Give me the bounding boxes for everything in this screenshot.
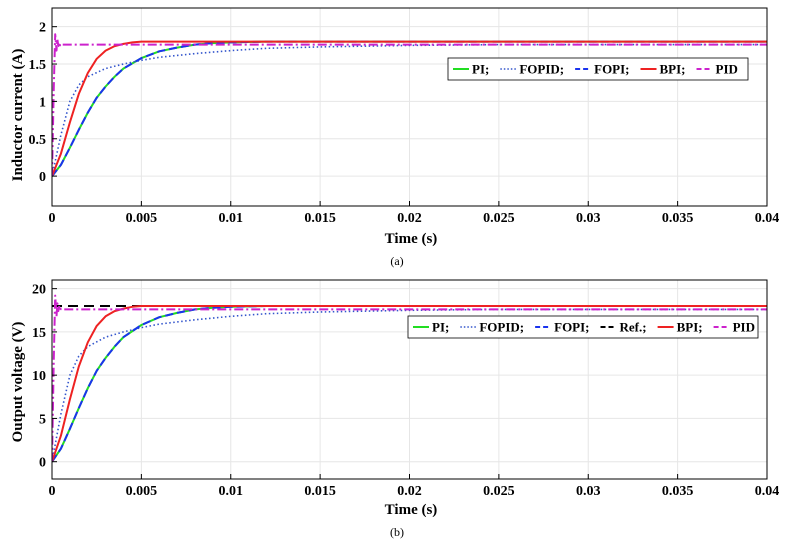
x-tick-label: 0.02 — [397, 484, 422, 499]
legend-label: Ref.; — [620, 320, 647, 335]
y-tick-label: 0 — [39, 456, 46, 471]
x-tick-label: 0.03 — [576, 211, 601, 226]
x-tick-label: 0.04 — [755, 211, 780, 226]
x-axis-label: Time (s) — [385, 502, 438, 518]
x-tick-label: 0.01 — [219, 211, 244, 226]
legend-label: FOPID; — [479, 320, 524, 335]
x-tick-label: 0.025 — [483, 211, 515, 226]
panel-caption: (b) — [390, 525, 404, 539]
x-tick-label: 0.035 — [662, 484, 694, 499]
x-tick-label: 0 — [49, 484, 56, 499]
legend-label: PI; — [432, 320, 449, 335]
legend-label: PID — [733, 320, 755, 335]
legend-label: BPI; — [677, 320, 703, 335]
legend-label: BPI; — [660, 62, 686, 77]
y-axis-label: Inductor current (A) — [10, 49, 26, 182]
series-line-fopid — [52, 43, 767, 177]
y-tick-label: 0 — [39, 170, 46, 185]
legend-label: FOPID; — [519, 62, 564, 77]
legend-label: FOPI; — [554, 320, 589, 335]
y-tick-label: 0.5 — [29, 133, 47, 148]
legend-label: PID — [716, 62, 738, 77]
y-tick-label: 10 — [32, 369, 46, 384]
y-axis-label: Output voltage (V) — [10, 322, 26, 443]
series-group — [52, 33, 767, 177]
y-tick-label: 5 — [39, 412, 46, 427]
y-tick-label: 1.5 — [29, 58, 47, 73]
x-tick-label: 0.01 — [219, 484, 244, 499]
legend-label: PI; — [472, 62, 489, 77]
legend-label: FOPI; — [594, 62, 629, 77]
series-line-pid — [52, 33, 767, 177]
x-tick-label: 0.025 — [483, 484, 515, 499]
panel-b: Output voltage (V) Time (s) (b) 0 0.005 0.… — [10, 279, 780, 539]
x-tick-label: 0.04 — [755, 484, 780, 499]
x-tick-label: 0.035 — [662, 211, 694, 226]
x-tick-label: 0.005 — [126, 211, 158, 226]
y-tick-label: 2 — [39, 21, 46, 36]
panel-a: Inductor current (A) Time (s) (a) 0 0.005… — [10, 7, 780, 268]
x-tick-label: 0.015 — [304, 211, 336, 226]
series-line-pid — [52, 294, 767, 462]
x-tick-label: 0.015 — [304, 484, 336, 499]
x-tick-label: 0.03 — [576, 484, 601, 499]
legend: PI; FOPID; FOPI; Ref.; BPI; PID — [407, 315, 759, 339]
legend-box — [447, 57, 749, 81]
series-line-fopi — [52, 40, 767, 177]
x-tick-label: 0 — [49, 211, 56, 226]
legend-box — [407, 315, 759, 339]
series-line-bpi — [52, 40, 767, 177]
series-group — [52, 294, 767, 463]
y-tick-label: 15 — [32, 326, 46, 341]
y-tick-label: 20 — [32, 283, 46, 298]
x-axis-label: Time (s) — [385, 231, 438, 247]
legend: PI; FOPID; FOPI; BPI; PID — [447, 57, 749, 81]
x-tick-label: 0.005 — [126, 484, 158, 499]
x-tick-label: 0.02 — [397, 211, 422, 226]
panel-caption: (a) — [390, 254, 403, 268]
y-tick-label: 1 — [39, 95, 46, 110]
